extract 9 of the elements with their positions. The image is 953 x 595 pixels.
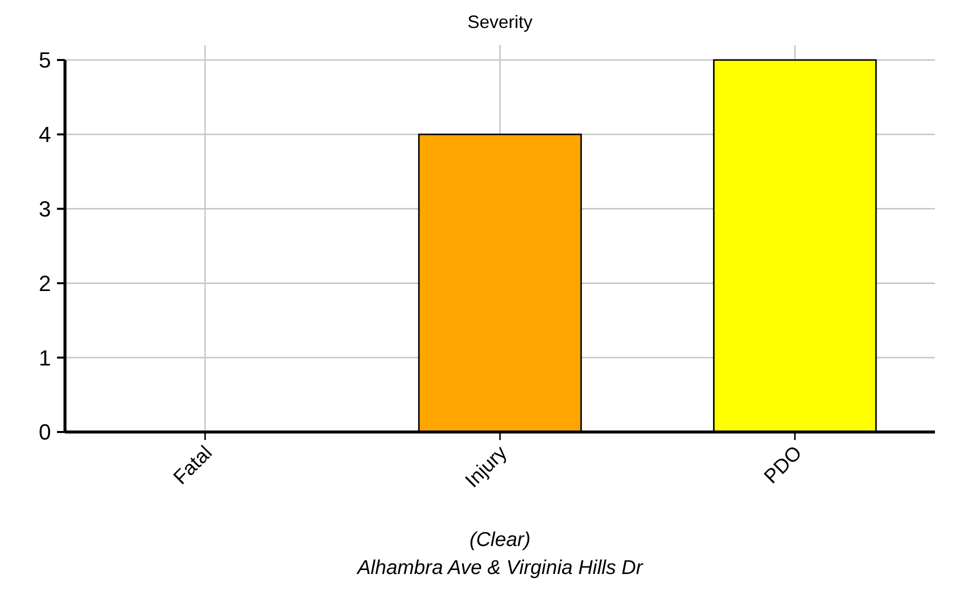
text: Alhambra Ave & Virginia Hills Dr (356, 557, 644, 579)
x-axis-title: (Clear) (469, 529, 531, 551)
y-tick-label: 1 (38, 345, 51, 370)
y-tick-label: 5 (38, 48, 51, 73)
y-tick-label: 4 (38, 122, 51, 148)
y-tick-label: 2 (38, 270, 51, 296)
chart-title: Severity (467, 12, 533, 32)
y-tick-label: 0 (38, 420, 51, 445)
y-tick-label: 3 (38, 196, 51, 222)
